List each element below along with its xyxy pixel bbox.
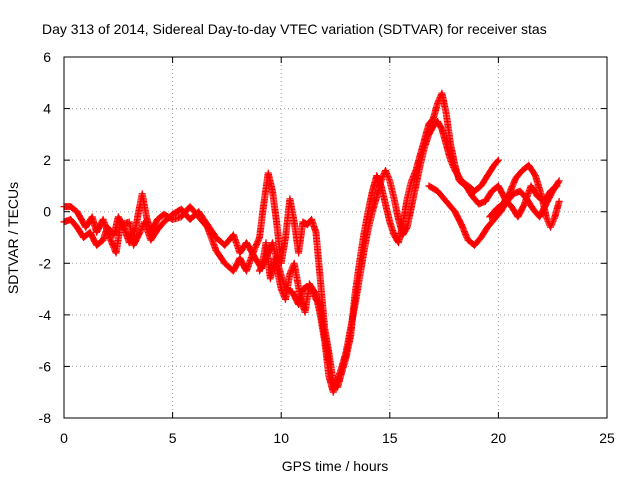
y-tick-label: -2 — [39, 255, 52, 271]
series-trace-e — [256, 239, 333, 368]
plot-frame — [63, 56, 608, 419]
y-tick-label: 0 — [43, 204, 51, 220]
series-trace-c — [425, 177, 563, 249]
chart-title: Day 313 of 2014, Sidereal Day-to-day VTE… — [42, 21, 547, 37]
series-trace-d — [486, 161, 563, 231]
data-markers — [425, 177, 563, 249]
y-tick-label: -8 — [39, 410, 52, 426]
x-axis-label: GPS time / hours — [282, 458, 389, 474]
x-tick-label: 5 — [169, 430, 177, 446]
x-tick-label: 15 — [382, 430, 398, 446]
axis-ticks — [63, 56, 608, 419]
y-tick-label: -6 — [39, 358, 52, 374]
y-tick-label: 4 — [43, 101, 51, 117]
x-tick-label: 20 — [491, 430, 507, 446]
data-markers — [486, 161, 563, 231]
y-tick-label: 2 — [43, 152, 51, 168]
x-tick-label: 10 — [273, 430, 289, 446]
x-tick-label: 25 — [599, 430, 615, 446]
x-tick-label: 0 — [60, 430, 68, 446]
y-axis-label: SDTVAR / TECUs — [5, 182, 21, 294]
data-markers — [256, 239, 333, 368]
y-tick-label: 6 — [43, 49, 51, 65]
data-series — [60, 89, 563, 396]
axis-tick-labels: 0 5 10 15 20 25 -8 -6 -4 -2 0 2 4 6 — [39, 49, 615, 446]
y-tick-label: -4 — [39, 307, 52, 323]
